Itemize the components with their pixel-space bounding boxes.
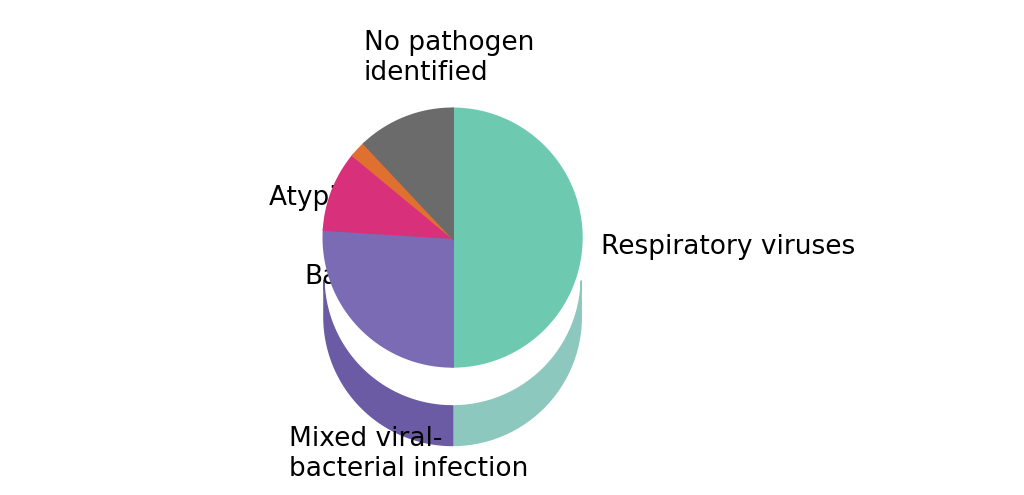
Polygon shape [453,109,582,366]
Polygon shape [325,155,453,238]
Polygon shape [353,144,453,238]
Text: Respiratory viruses: Respiratory viruses [601,235,855,260]
Text: Mixed viral-
bacterial infection: Mixed viral- bacterial infection [289,426,528,482]
Text: Bacteria: Bacteria [304,264,414,290]
Polygon shape [365,109,453,238]
Polygon shape [453,281,582,446]
Polygon shape [324,280,453,446]
Text: No pathogen
identified: No pathogen identified [364,30,534,86]
Polygon shape [324,230,453,366]
Text: Atypical bacteria: Atypical bacteria [269,185,493,211]
